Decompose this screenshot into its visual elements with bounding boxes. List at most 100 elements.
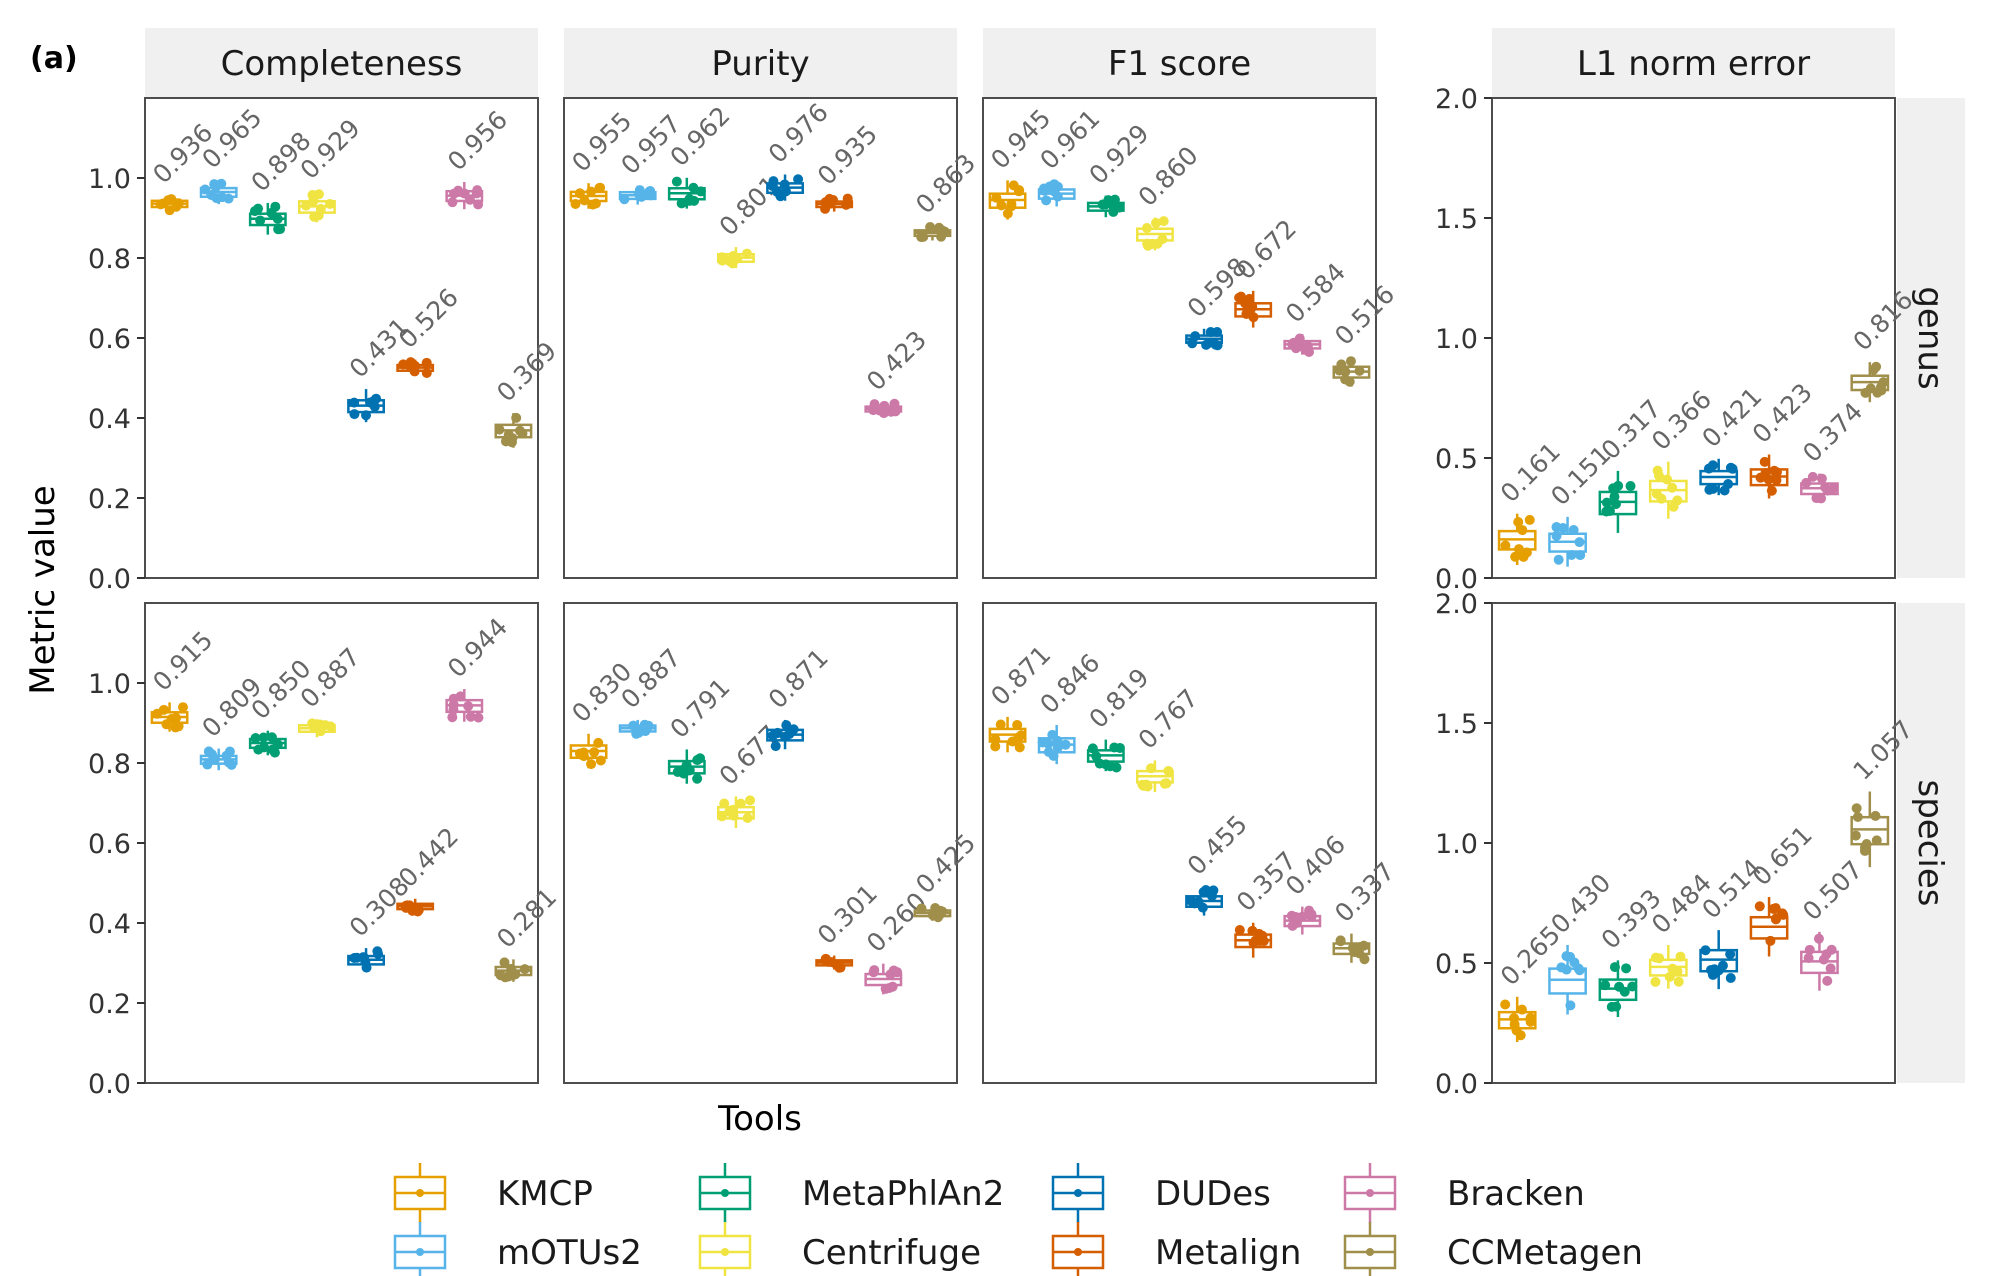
legend-key (721, 1189, 729, 1197)
data-point (448, 704, 459, 715)
data-point (586, 186, 597, 197)
legend-label: MetaPhlAn2 (802, 1174, 1004, 1214)
data-point (1524, 514, 1535, 525)
data-point (1673, 976, 1684, 987)
data-point (301, 200, 312, 211)
data-point (879, 400, 890, 411)
facet-panel: 0.00.51.01.52.00.1610.1510.3170.3660.421… (1435, 84, 1919, 595)
data-point (991, 192, 1002, 203)
data-point (1771, 475, 1782, 486)
data-point (275, 224, 286, 235)
data-point (586, 759, 597, 770)
data-point (575, 749, 586, 760)
data-point (1521, 547, 1532, 558)
data-point (1575, 550, 1586, 561)
data-point (595, 182, 606, 193)
data-point (1525, 1016, 1536, 1027)
data-point (494, 424, 505, 435)
legend-item-metalign: Metalign (1051, 1222, 1301, 1276)
data-point (313, 189, 324, 200)
facet-strip-l1-norm-error (1492, 28, 1895, 98)
data-point (1087, 743, 1098, 754)
data-point (1161, 778, 1172, 789)
facet-label: F1 score (1108, 44, 1251, 84)
data-point (1141, 223, 1152, 234)
data-point (684, 194, 695, 205)
data-point (716, 811, 727, 822)
legend-label: Metalign (1155, 1233, 1301, 1273)
data-point (889, 398, 900, 409)
data-point (595, 755, 606, 766)
data-point (1664, 971, 1675, 982)
facet-label: Completeness (221, 44, 463, 84)
y-tick-label: 0.4 (88, 404, 131, 435)
data-point (258, 732, 269, 743)
data-point (315, 203, 326, 214)
legend-label: mOTUs2 (497, 1233, 642, 1273)
data-point (570, 198, 581, 209)
data-point (1771, 467, 1782, 478)
data-point (1807, 471, 1818, 482)
data-point (309, 211, 320, 222)
data-point (473, 199, 484, 210)
legend: KMCP mOTUs2 MetaPhlAn2 Centrifuge DUDes Metal… (393, 1163, 1643, 1276)
data-point (1013, 186, 1024, 197)
data-point (1811, 493, 1822, 504)
data-point (1801, 477, 1812, 488)
data-point (1258, 936, 1269, 947)
data-point (990, 734, 1001, 745)
facet-label: species (1910, 780, 1950, 907)
data-point (1509, 1013, 1520, 1024)
data-point (1759, 456, 1770, 467)
data-point (1828, 483, 1839, 494)
data-point (1609, 491, 1620, 502)
data-point (996, 200, 1007, 211)
facet-strip-purity (564, 28, 957, 98)
data-point (1860, 387, 1871, 398)
data-point (692, 773, 703, 784)
data-point (1290, 343, 1301, 354)
data-point (1105, 761, 1116, 772)
data-point (1037, 737, 1048, 748)
y-tick-label: 0.0 (88, 564, 131, 595)
data-point (890, 406, 901, 417)
data-point (619, 194, 630, 205)
y-axis-title: Metric value (23, 485, 63, 694)
data-point (1091, 751, 1102, 762)
legend-key (1366, 1189, 1374, 1197)
data-point (930, 903, 941, 914)
data-point (834, 962, 845, 973)
data-point (1609, 962, 1620, 973)
panel-border (144, 97, 539, 579)
data-point (1704, 484, 1715, 495)
data-point (1700, 945, 1711, 956)
data-point (717, 255, 728, 266)
data-point (631, 723, 642, 734)
data-point (741, 248, 752, 259)
data-point (1621, 963, 1632, 974)
legend-key (416, 1248, 424, 1256)
data-point (253, 744, 264, 755)
data-point (447, 197, 458, 208)
data-point (1205, 337, 1216, 348)
legend-item-ccmetagen: CCMetagen (1343, 1222, 1643, 1276)
data-point (1513, 544, 1524, 555)
data-point (636, 190, 647, 201)
data-point (1190, 331, 1201, 342)
data-point (177, 702, 188, 713)
data-point (1566, 550, 1577, 561)
data-point (1146, 763, 1157, 774)
y-tick-label: 1.5 (1435, 709, 1478, 740)
data-point (203, 746, 214, 757)
data-point (1770, 903, 1781, 914)
data-point (1335, 936, 1346, 947)
data-point (1667, 482, 1678, 493)
facet-strip-f1-score (983, 28, 1376, 98)
data-point (745, 795, 756, 806)
data-point (223, 193, 234, 204)
data-point (1142, 240, 1153, 251)
data-point (517, 428, 528, 439)
x-axis-title: Tools (717, 1099, 802, 1139)
data-point (361, 962, 372, 973)
